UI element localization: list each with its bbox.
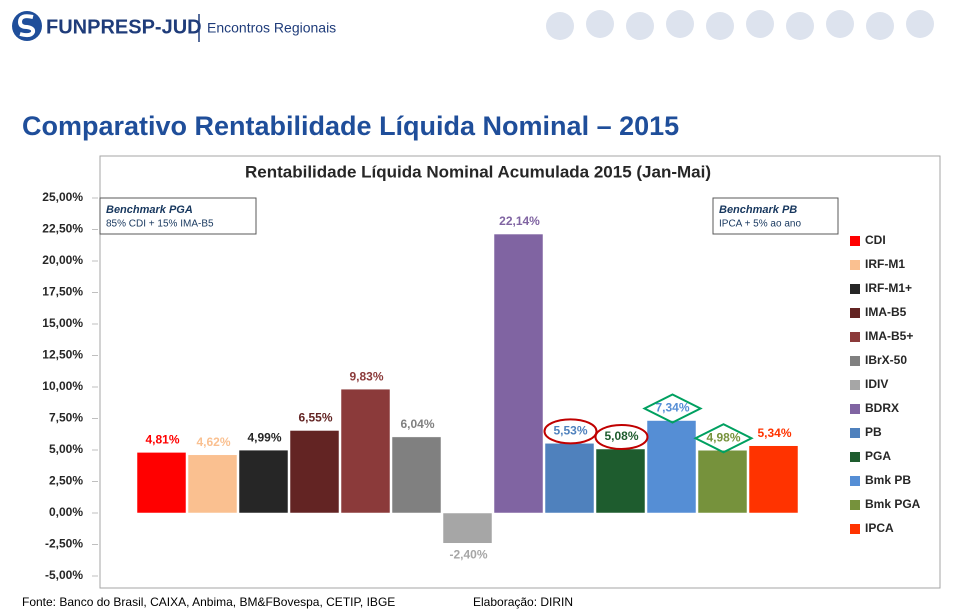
legend-swatch — [850, 476, 860, 486]
annotation-title: Benchmark PB — [719, 204, 797, 216]
value-label: 6,55% — [298, 411, 332, 425]
y-tick-label: 5,00% — [49, 442, 83, 456]
y-tick-label: 0,00% — [49, 505, 83, 519]
bar — [493, 233, 544, 514]
legend-label: IMA-B5 — [865, 305, 907, 319]
value-label: 7,34% — [655, 401, 689, 415]
legend-label: IMA-B5+ — [865, 329, 913, 343]
y-tick-label: 25,00% — [42, 190, 83, 204]
legend-swatch — [850, 428, 860, 438]
bar — [136, 452, 187, 514]
chart-title: Rentabilidade Líquida Nominal Acumulada … — [245, 162, 711, 181]
header-subtitle: Encontros Regionais — [207, 20, 336, 36]
legend-swatch — [850, 404, 860, 414]
bar — [187, 454, 238, 514]
logo-s — [17, 14, 36, 38]
value-label: -2,40% — [449, 547, 487, 561]
legend-label: PB — [865, 425, 882, 439]
legend-label: IDIV — [865, 377, 888, 391]
highlight-circle — [543, 418, 598, 445]
annotation-box — [712, 197, 839, 235]
faces-decoration — [546, 10, 934, 40]
legend-swatch — [850, 332, 860, 342]
y-tick-label: 20,00% — [42, 253, 83, 267]
value-label: 6,04% — [400, 417, 434, 431]
legend-label: PGA — [865, 449, 891, 463]
y-tick-label: 12,50% — [42, 348, 83, 362]
value-label: 5,08% — [604, 429, 638, 443]
bar — [544, 443, 595, 514]
value-label: 4,62% — [196, 435, 230, 449]
value-label: 5,53% — [553, 423, 587, 437]
legend-label: IRF-M1+ — [865, 281, 912, 295]
y-tick-label: 22,50% — [42, 222, 83, 236]
legend-label: Bmk PGA — [865, 497, 921, 511]
legend-swatch — [850, 500, 860, 510]
legend-swatch — [850, 260, 860, 270]
legend-label: IRF-M1 — [865, 257, 905, 271]
bar — [697, 450, 748, 514]
brand: FUNPRESP-JUD — [46, 16, 202, 38]
legend-swatch — [850, 284, 860, 294]
bar — [646, 420, 697, 514]
annotation-text: IPCA + 5% ao ano — [719, 219, 801, 230]
legend-label: IBrX-50 — [865, 353, 907, 367]
y-tick-label: 15,00% — [42, 316, 83, 330]
bar — [748, 445, 799, 514]
legend-label: BDRX — [865, 401, 899, 415]
legend-swatch — [850, 308, 860, 318]
y-tick-label: 10,00% — [42, 379, 83, 393]
highlight-diamond — [693, 423, 754, 454]
legend-swatch — [850, 452, 860, 462]
legend-swatch — [850, 524, 860, 534]
highlight-diamond — [642, 393, 703, 424]
annotation-title: Benchmark PGA — [106, 204, 193, 216]
value-label: 5,34% — [757, 426, 791, 440]
y-tick-label: 7,50% — [49, 411, 83, 425]
annotation-box — [99, 197, 257, 235]
legend-label: CDI — [865, 233, 886, 247]
highlight-circle — [594, 423, 649, 450]
value-label: 4,98% — [706, 430, 740, 444]
value-label: 4,81% — [145, 433, 179, 447]
footer-credit: Elaboração: DIRIN — [473, 595, 573, 609]
bar — [238, 449, 289, 514]
legend-label: Bmk PB — [865, 473, 911, 487]
y-tick-label: -5,00% — [45, 568, 83, 582]
value-label: 22,14% — [499, 214, 540, 228]
bar — [595, 448, 646, 514]
annotation-text: 85% CDI + 15% IMA-B5 — [106, 219, 214, 230]
bar — [340, 388, 391, 514]
legend-swatch — [850, 356, 860, 366]
legend-label: IPCA — [865, 521, 894, 535]
value-label: 4,99% — [247, 430, 281, 444]
bar — [391, 436, 442, 514]
slide-title: Comparativo Rentabilidade Líquida Nomina… — [22, 111, 679, 141]
bar — [442, 512, 493, 544]
footer-source: Fonte: Banco do Brasil, CAIXA, Anbima, B… — [22, 595, 395, 609]
y-tick-label: -2,50% — [45, 537, 83, 551]
y-tick-label: 2,50% — [49, 474, 83, 488]
legend-swatch — [850, 236, 860, 246]
legend-swatch — [850, 380, 860, 390]
value-label: 9,83% — [349, 369, 383, 383]
y-tick-label: 17,50% — [42, 285, 83, 299]
bar — [289, 430, 340, 514]
